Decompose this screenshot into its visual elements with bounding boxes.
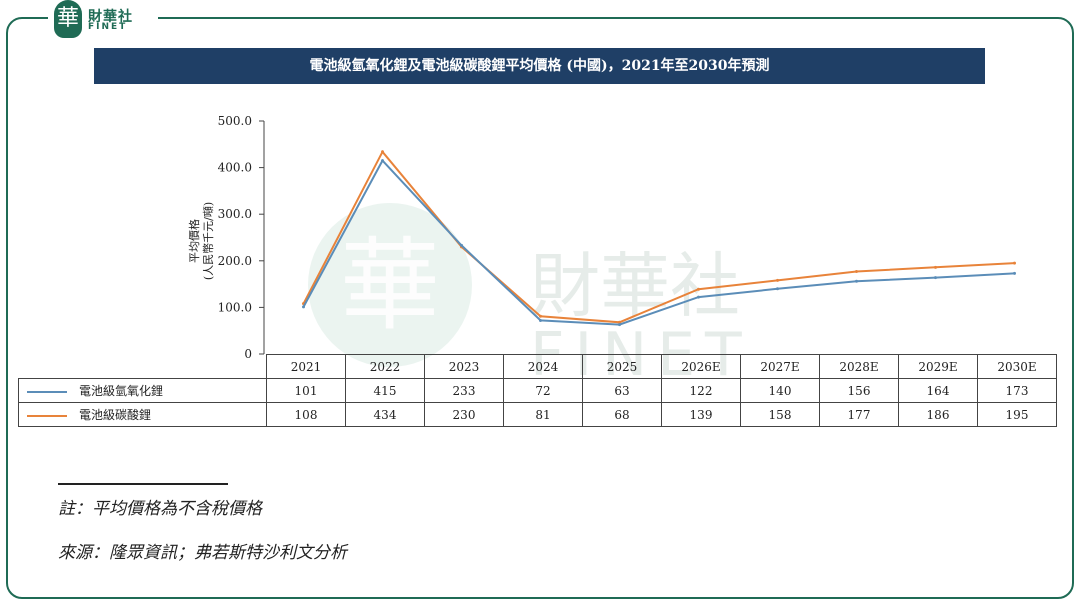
data-point [697,295,700,299]
data-label: 177 [819,402,899,427]
data-label: 415 [345,378,425,403]
table-header-blank [18,354,267,379]
x-tick-label: 2027E [740,354,820,379]
data-label: 140 [740,378,820,403]
x-tick-label: 2021 [266,354,346,379]
series-legend-cell: 電池級碳酸鋰 [18,402,267,427]
data-point [1013,261,1016,265]
data-label: 186 [898,402,978,427]
x-tick-label: 2026E [661,354,741,379]
finet-logo: 華 財華社 FINET [48,0,158,40]
data-point [539,314,542,318]
table-header-row: 2021 2022 2023 2024 2025 2026E 2027E 2028E 2029E… [18,354,1057,379]
chart-title: 電池級氫氧化鋰及電池級碳酸鋰平均價格 (中國)，2021年至2030年預測 [94,48,985,84]
data-label: 434 [345,402,425,427]
y-axis-label-line1: 平均價格 [187,219,201,263]
data-label: 63 [582,378,662,403]
data-label: 101 [266,378,346,403]
chart-data-table: 2021 2022 2023 2024 2025 2026E 2027E 2028E 2029E… [18,354,1057,427]
data-label: 233 [424,378,504,403]
y-tick-label: 100.0 [218,300,252,314]
series-swatch-hydroxide [27,390,67,393]
series-line-carbonate [302,150,1015,324]
series-lines [302,150,1016,327]
y-tick-label: 400.0 [218,161,252,175]
data-point [697,287,700,291]
data-point [460,243,463,247]
y-tick-label: 500.0 [218,114,252,128]
data-point [855,270,858,274]
data-point [381,150,384,154]
x-tick-label: 2024 [503,354,583,379]
data-label: 173 [977,378,1057,403]
y-tick-label: 300.0 [218,207,252,221]
finet-logo-badge: 華 [54,0,82,38]
footnote-note: 註：平均價格為不含稅價格 [58,499,262,519]
data-label: 195 [977,402,1057,427]
series-swatch-carbonate [27,414,67,417]
card-frame [6,17,1074,599]
table-row: 電池級碳酸鋰 108 434 230 81 68 139 158 177 186 195 [18,402,1057,427]
data-point [381,159,384,163]
x-tick-label: 2028E [819,354,899,379]
x-tick-label: 2030E [977,354,1057,379]
data-point [776,278,779,282]
y-tick-label: 0 [244,347,252,360]
data-point [934,265,937,269]
data-label: 81 [503,402,583,427]
data-label: 122 [661,378,741,403]
finet-logo-name: 財華社 [88,9,133,25]
data-point [618,323,621,327]
data-point [776,287,779,291]
series-line-hydroxide [302,158,1015,326]
data-point [302,305,305,309]
x-tick-label: 2023 [424,354,504,379]
table-row: 電池級氫氧化鋰 101 415 233 72 63 122 140 156 164 173 [18,378,1057,403]
x-tick-label: 2029E [898,354,978,379]
data-point [539,318,542,322]
footnote-source: 來源：隆眾資訊；弗若斯特沙利文分析 [58,543,347,563]
finet-logo-sub: FINET [88,22,128,32]
x-tick-label: 2025 [582,354,662,379]
series-legend-cell: 電池級氫氧化鋰 [18,378,267,403]
data-point [855,279,858,283]
data-label: 72 [503,378,583,403]
data-point [618,320,621,324]
data-label: 139 [661,402,741,427]
data-label: 230 [424,402,504,427]
y-axis-label-line2: (人民幣千元/噸) [201,202,215,280]
x-tick-label: 2022 [345,354,425,379]
line-chart: 0 100.0 200.0 300.0 400.0 500.0 平均價格 (人民幣千元/噸… [187,114,1016,360]
data-label: 156 [819,378,899,403]
y-tick-label: 200.0 [218,254,252,268]
data-point [1013,271,1016,275]
data-label: 158 [740,402,820,427]
data-label: 108 [266,402,346,427]
data-label: 68 [582,402,662,427]
data-label: 164 [898,378,978,403]
data-point [934,276,937,280]
series-name: 電池級氫氧化鋰 [79,384,164,398]
y-axis: 0 100.0 200.0 300.0 400.0 500.0 [218,114,265,360]
series-name: 電池級碳酸鋰 [79,408,152,422]
footnote-rule [58,483,228,485]
